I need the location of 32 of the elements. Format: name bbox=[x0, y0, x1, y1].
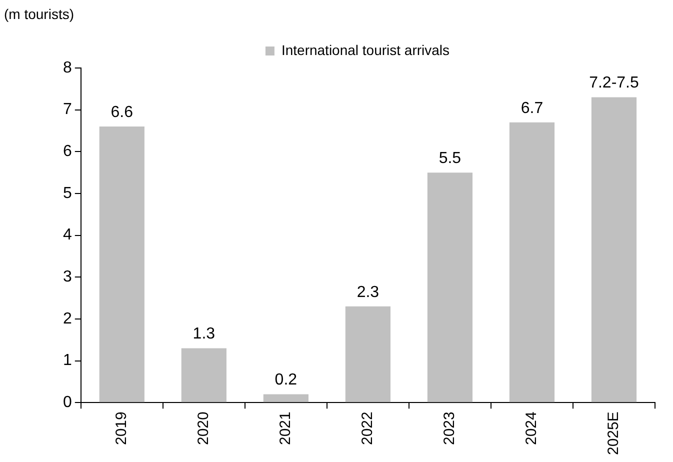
x-tick-label: 2019 bbox=[113, 412, 130, 445]
x-tick-label: 2020 bbox=[195, 412, 212, 445]
data-label: 2.3 bbox=[356, 284, 380, 301]
y-tick-label: 0 bbox=[62, 394, 72, 412]
bar bbox=[181, 348, 226, 402]
data-label: 5.5 bbox=[438, 150, 462, 167]
y-tick-label: 8 bbox=[62, 59, 72, 76]
y-tick-label: 3 bbox=[62, 268, 72, 286]
bar bbox=[99, 126, 144, 402]
y-axis-title: (m tourists) bbox=[4, 6, 74, 22]
data-label: 0.2 bbox=[274, 372, 298, 389]
y-tick-label: 1 bbox=[62, 352, 72, 370]
y-tick-label: 6 bbox=[62, 143, 72, 160]
y-tick-label: 4 bbox=[62, 226, 72, 244]
x-tick-label: 2022 bbox=[359, 412, 376, 445]
x-tick-label: 2023 bbox=[441, 412, 458, 445]
data-label: 1.3 bbox=[192, 326, 216, 343]
data-label: 6.7 bbox=[520, 100, 544, 117]
x-tick-label: 2024 bbox=[523, 412, 540, 445]
x-tick-label: 2021 bbox=[277, 412, 294, 445]
bar bbox=[345, 306, 391, 402]
x-tick-label: 2025E bbox=[605, 412, 622, 455]
legend-label: International tourist arrivals bbox=[281, 42, 450, 58]
bar bbox=[427, 172, 473, 402]
y-tick-label: 5 bbox=[62, 184, 72, 202]
data-label: 7.2-7.5 bbox=[589, 74, 639, 92]
bar bbox=[263, 394, 308, 402]
y-tick-label: 7 bbox=[62, 101, 72, 118]
bar bbox=[591, 97, 637, 402]
y-tick-label: 2 bbox=[62, 310, 72, 328]
bar bbox=[509, 122, 555, 402]
data-label: 6.6 bbox=[110, 104, 134, 121]
